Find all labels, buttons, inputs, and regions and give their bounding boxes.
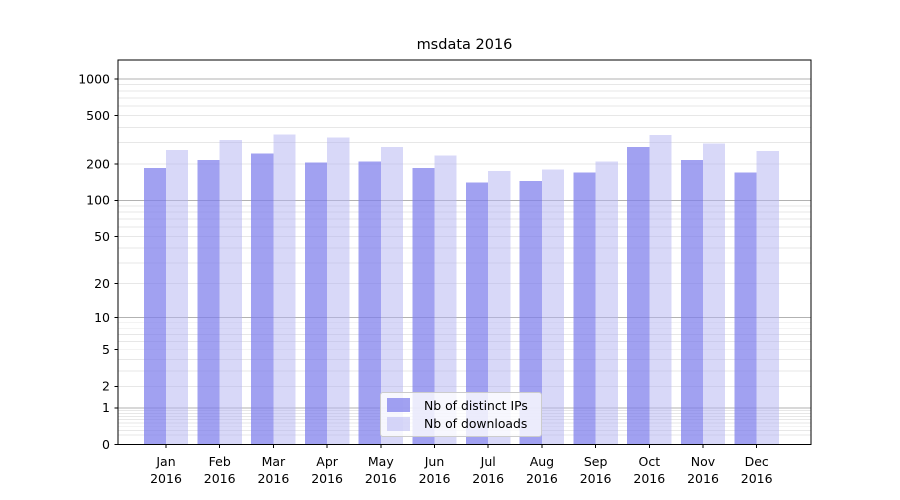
bar-dec-downloads	[756, 151, 779, 445]
bar-nov-downloads	[703, 143, 726, 445]
x-axis-year-label: 2016	[204, 471, 236, 486]
x-axis-month-label: May	[368, 454, 394, 469]
bar-oct-downloads	[649, 135, 672, 445]
bar-jul-downloads	[488, 170, 511, 445]
x-axis-year-label: 2016	[419, 471, 451, 486]
bar-aug-distinct-ips	[519, 180, 542, 445]
plot-border	[117, 59, 812, 445]
y-axis-tick-label: 5	[102, 342, 110, 357]
bar-jun-distinct-ips	[412, 168, 435, 445]
x-axis-month-label: Jun	[424, 454, 445, 469]
legend-swatch-downloads	[387, 416, 410, 431]
x-axis-month-label: Sep	[584, 454, 608, 469]
x-axis-month-label: Aug	[530, 454, 554, 469]
legend-label-downloads: Nb of downloads	[424, 416, 528, 432]
bar-jun-downloads	[434, 155, 457, 445]
x-axis-year-label: 2016	[633, 471, 665, 486]
bar-dec-distinct-ips	[734, 172, 757, 445]
bar-feb-distinct-ips	[197, 160, 220, 445]
y-axis-tick-label: 1000	[78, 71, 110, 86]
bar-may-distinct-ips	[358, 161, 381, 445]
x-axis-month-label: Dec	[745, 454, 769, 469]
y-axis-tick-label: 0	[102, 437, 110, 452]
y-axis-tick-label: 20	[94, 276, 110, 291]
x-axis-year-label: 2016	[472, 471, 504, 486]
y-axis-tick-label: 1	[102, 400, 110, 415]
bar-apr-downloads	[327, 137, 350, 445]
x-axis-year-label: 2016	[741, 471, 773, 486]
x-axis-month-label: Mar	[262, 454, 286, 469]
bar-jan-distinct-ips	[143, 168, 166, 445]
x-axis-year-label: 2016	[580, 471, 612, 486]
x-axis-year-label: 2016	[311, 471, 343, 486]
bar-mar-downloads	[273, 134, 296, 445]
x-axis-year-label: 2016	[257, 471, 289, 486]
bar-mar-distinct-ips	[251, 153, 274, 445]
bar-sep-distinct-ips	[573, 172, 596, 445]
x-axis-month-label: Oct	[638, 454, 660, 469]
x-axis-year-label: 2016	[687, 471, 719, 486]
x-axis-year-label: 2016	[365, 471, 397, 486]
y-axis-tick-label: 500	[86, 108, 110, 123]
bar-nov-distinct-ips	[680, 160, 703, 445]
bar-aug-downloads	[541, 169, 565, 445]
x-axis-month-label: Feb	[209, 454, 231, 469]
bar-sep-downloads	[595, 161, 618, 445]
legend-row-distinct-ips: Nb of distinct IPs	[381, 397, 541, 414]
chart-legend: Nb of distinct IPs Nb of downloads	[380, 392, 542, 437]
x-axis-month-label: Nov	[691, 454, 716, 469]
bar-oct-distinct-ips	[627, 147, 650, 445]
x-axis-year-label: 2016	[526, 471, 558, 486]
y-axis-tick-label: 10	[94, 310, 110, 325]
x-axis-month-label: Apr	[316, 454, 338, 469]
y-axis-tick-label: 100	[86, 193, 110, 208]
bar-jul-distinct-ips	[466, 182, 489, 445]
x-axis-month-label: Jul	[480, 454, 496, 469]
bar-feb-downloads	[219, 140, 242, 445]
y-axis-tick-label: 50	[94, 229, 110, 244]
bar-may-downloads	[380, 147, 403, 445]
legend-label-distinct-ips: Nb of distinct IPs	[424, 397, 528, 413]
bar-apr-distinct-ips	[304, 162, 328, 445]
x-axis-year-label: 2016	[150, 471, 182, 486]
bar-jan-downloads	[166, 150, 189, 445]
y-axis-tick-label: 2	[102, 379, 110, 394]
x-axis-month-label: Jan	[155, 454, 175, 469]
legend-row-downloads: Nb of downloads	[381, 415, 541, 432]
legend-swatch-distinct-ips	[387, 398, 410, 413]
chart-title: msdata 2016	[416, 37, 513, 53]
y-axis-tick-label: 200	[86, 156, 110, 171]
